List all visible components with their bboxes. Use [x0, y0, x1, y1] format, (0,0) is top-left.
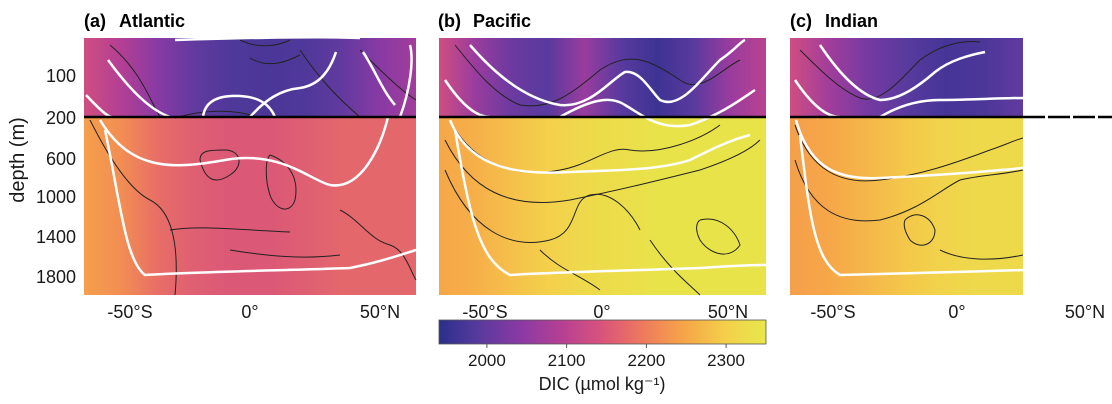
panel-c-letter: (c) — [790, 11, 812, 31]
density-contour — [798, 134, 1024, 277]
y-tick-label: 1000 — [36, 187, 76, 207]
x-tick-label: 50°N — [708, 302, 748, 322]
density-contour — [818, 44, 986, 102]
density-contour — [98, 44, 413, 187]
contour-line — [89, 119, 177, 296]
panel-b-letter: (b) — [438, 11, 461, 31]
contour-line — [444, 139, 761, 203]
density-contour — [794, 119, 1024, 180]
contour-line — [444, 169, 641, 243]
x-tick-label: -50°S — [107, 302, 152, 322]
panel-pacific: -50°S 0° 50°N — [439, 38, 767, 322]
density-contours — [85, 35, 417, 277]
contour-line — [339, 209, 417, 281]
density-contour — [103, 129, 417, 277]
colorbar-gradient — [438, 319, 767, 345]
x-tick-label: 0° — [241, 302, 258, 322]
y-tick-label: 1800 — [36, 267, 76, 287]
contour-line — [794, 159, 1024, 222]
heatmap-upper — [439, 38, 766, 117]
panel-b-name: Pacific — [473, 11, 531, 31]
colorbar-tick-label: 2000 — [468, 351, 506, 370]
x-tick-label: 0° — [948, 302, 965, 322]
panel-a-name: Atlantic — [119, 11, 185, 31]
contour-line — [454, 44, 741, 107]
colorbar-tick-label: 2300 — [707, 351, 745, 370]
contour-line — [169, 227, 341, 258]
x-tick-label: -50°S — [462, 302, 507, 322]
colorbar-tick-label: 2100 — [548, 351, 586, 370]
x-tick-label: 50°N — [360, 302, 400, 322]
density-contour — [469, 38, 746, 107]
contour-line — [239, 39, 301, 65]
heatmap-upper — [84, 38, 416, 117]
density-contour — [201, 94, 277, 118]
heatmap-lower — [84, 117, 416, 295]
contour-line — [265, 154, 297, 210]
x-tick-label: 50°N — [1065, 302, 1105, 322]
contour-line — [903, 214, 936, 246]
x-tick-labels: -50°S 0° 50°N — [810, 302, 1105, 322]
density-contour — [448, 119, 751, 174]
x-tick-label: -50°S — [810, 302, 855, 322]
colorbar-label: DIC (µmol kg⁻¹) — [539, 374, 666, 394]
density-contour — [453, 129, 767, 277]
density-contour — [174, 35, 361, 42]
density-contours — [443, 38, 767, 277]
x-tick-label: 0° — [593, 302, 610, 322]
x-tick-labels: -50°S 0° 50°N — [462, 302, 748, 322]
contour-line — [794, 124, 1024, 182]
y-tick-label: 1400 — [36, 227, 76, 247]
panel-c-name: Indian — [825, 11, 878, 31]
y-tick-label: 600 — [46, 149, 76, 169]
y-tick-labels: 100 200 600 1000 1400 1800 — [36, 66, 76, 287]
colorbar-tick-label: 2200 — [627, 351, 665, 370]
contour-lines — [794, 41, 1024, 260]
y-tick-label: 200 — [46, 108, 76, 128]
panel-a-letter: (a) — [84, 11, 106, 31]
heatmap-lower — [439, 117, 766, 295]
colorbar-ticks: 2000 2100 2200 2300 — [468, 344, 745, 370]
contour-line — [799, 41, 981, 100]
colorbar: 2000 2100 2200 2300 DIC (µmol kg⁻¹) — [438, 319, 767, 394]
y-axis-label: depth (m) — [7, 117, 29, 203]
panel-titles: (a) Atlantic (b) Pacific (c) Indian — [84, 11, 878, 31]
contour-line — [939, 249, 1024, 260]
x-tick-labels: -50°S 0° 50°N — [107, 302, 400, 322]
panel-indian: -50°S 0° 50°N — [790, 38, 1112, 322]
panel-atlantic: -50°S 0° 50°N — [84, 35, 417, 322]
y-tick-label: 100 — [46, 66, 76, 86]
heatmap-lower — [790, 117, 1023, 295]
contour-line — [696, 218, 741, 255]
